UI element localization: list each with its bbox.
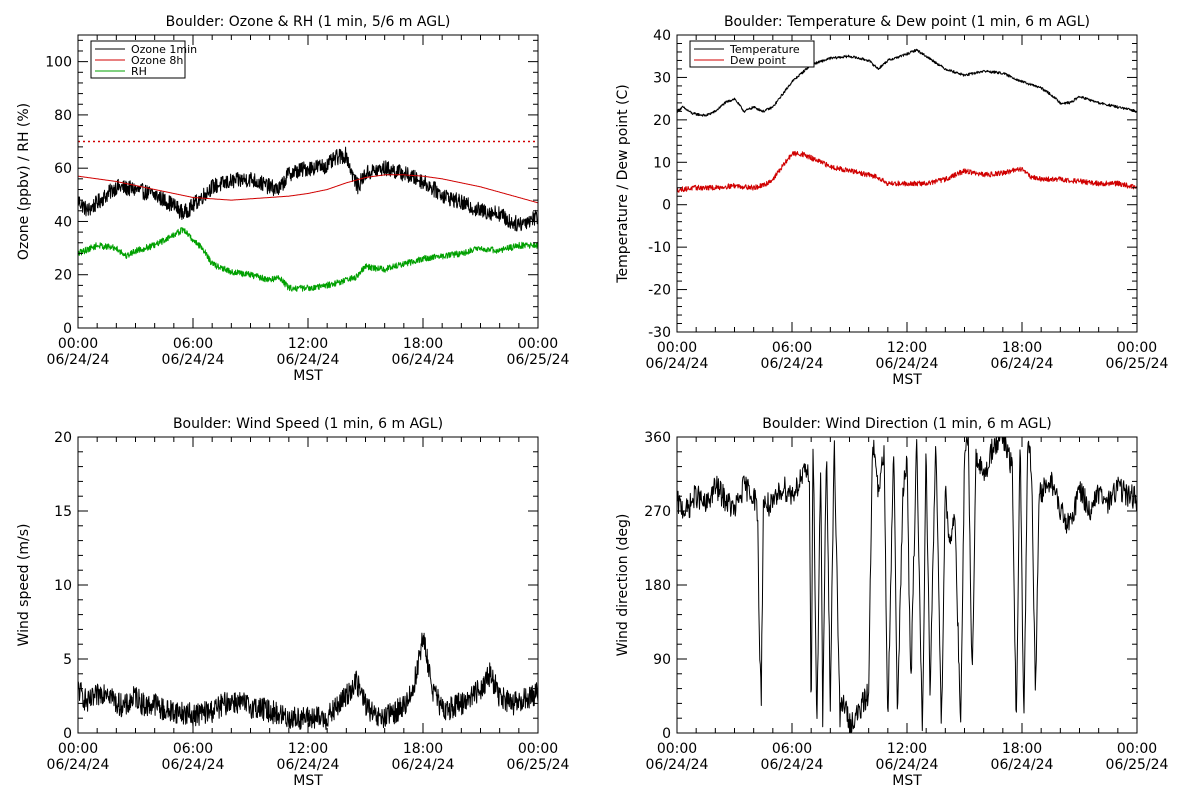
x-tick-time: 00:00 <box>518 336 558 352</box>
y-axis-label: Wind direction (deg) <box>615 514 631 657</box>
x-tick-date: 06/24/24 <box>392 757 455 773</box>
series-line-rh <box>77 227 539 292</box>
x-tick-date: 06/25/24 <box>1106 356 1169 372</box>
legend-entry: Ozone 8h <box>131 54 183 67</box>
x-tick-time: 18:00 <box>1002 741 1042 757</box>
x-tick-time: 06:00 <box>772 340 812 356</box>
y-tick-label: 20 <box>653 113 671 129</box>
x-tick-time: 18:00 <box>403 336 443 352</box>
x-tick-date: 06/24/24 <box>991 757 1054 773</box>
series-line-data <box>676 436 1138 734</box>
x-tick-time: 12:00 <box>887 741 927 757</box>
x-tick-time: 12:00 <box>288 336 328 352</box>
x-tick-time: 18:00 <box>403 741 443 757</box>
x-tick-date: 06/24/24 <box>646 356 709 372</box>
y-tick-label: 80 <box>54 108 72 124</box>
x-tick-date: 06/24/24 <box>162 757 225 773</box>
chart-title: Boulder: Wind Direction (1 min, 6 m AGL) <box>762 416 1051 432</box>
x-axis-label: MST <box>293 773 323 789</box>
x-tick-date: 06/24/24 <box>761 356 824 372</box>
series-line-ozone-1min <box>77 146 539 232</box>
y-tick-label: 20 <box>54 430 72 446</box>
x-tick-date: 06/24/24 <box>876 356 939 372</box>
x-tick-date: 06/25/24 <box>1106 757 1169 773</box>
y-tick-label: 40 <box>653 28 671 44</box>
y-tick-label: 5 <box>63 652 72 668</box>
x-tick-date: 06/24/24 <box>277 352 340 368</box>
legend-entry: Dew point <box>730 54 786 67</box>
chart-title: Boulder: Temperature & Dew point (1 min,… <box>724 14 1090 30</box>
chart-panel-1: Boulder: Ozone & RH (1 min, 5/6 m AGL) 0 2… <box>16 14 570 384</box>
chart-title: Boulder: Wind Speed (1 min, 6 m AGL) <box>173 416 443 432</box>
y-tick-label: 0 <box>662 198 671 214</box>
x-tick-date: 06/24/24 <box>991 356 1054 372</box>
x-axis-label: MST <box>892 372 922 388</box>
x-tick-time: 06:00 <box>173 741 213 757</box>
chart-panel-3: Boulder: Wind Speed (1 min, 6 m AGL) 0 5 10… <box>16 416 570 789</box>
series-line-data <box>77 632 539 730</box>
series-line-dew-point <box>676 150 1138 193</box>
chart-panel-4: Boulder: Wind Direction (1 min, 6 m AGL)… <box>615 416 1169 789</box>
x-axis-label: MST <box>293 368 323 384</box>
y-tick-label: 360 <box>644 430 671 446</box>
x-tick-time: 12:00 <box>887 340 927 356</box>
plot-frame <box>77 34 539 329</box>
series-line-temperature <box>676 48 1138 117</box>
series-line-ozone-8h <box>77 174 539 204</box>
y-tick-label: 0 <box>662 726 671 742</box>
x-tick-time: 00:00 <box>518 741 558 757</box>
x-tick-date: 06/24/24 <box>646 757 709 773</box>
x-tick-time: 00:00 <box>657 340 697 356</box>
y-tick-label: 0 <box>63 726 72 742</box>
y-axis-label: Temperature / Dew point (C) <box>615 84 631 283</box>
x-tick-time: 00:00 <box>1117 741 1157 757</box>
y-tick-label: -20 <box>648 283 671 299</box>
y-tick-label: 10 <box>653 155 671 171</box>
y-tick-label: 30 <box>653 70 671 86</box>
x-tick-date: 06/24/24 <box>47 757 110 773</box>
y-tick-label: 10 <box>54 578 72 594</box>
y-tick-label: 180 <box>644 578 671 594</box>
x-tick-date: 06/24/24 <box>876 757 939 773</box>
y-tick-label: 100 <box>45 55 72 71</box>
x-axis-label: MST <box>892 773 922 789</box>
x-tick-date: 06/24/24 <box>277 757 340 773</box>
y-tick-label: 20 <box>54 268 72 284</box>
x-tick-date: 06/25/24 <box>507 352 570 368</box>
y-tick-label: 90 <box>653 652 671 668</box>
x-tick-time: 00:00 <box>58 741 98 757</box>
y-axis-label: Ozone (ppbv) / RH (%) <box>16 103 32 260</box>
x-tick-date: 06/25/24 <box>507 757 570 773</box>
legend-entry: Temperature <box>729 43 800 56</box>
x-tick-time: 06:00 <box>772 741 812 757</box>
x-tick-time: 00:00 <box>657 741 697 757</box>
y-tick-label: 0 <box>63 321 72 337</box>
y-tick-label: 270 <box>644 504 671 520</box>
y-tick-label: -10 <box>648 240 671 256</box>
x-tick-date: 06/24/24 <box>47 352 110 368</box>
plot-frame <box>77 436 539 734</box>
y-tick-label: 60 <box>54 161 72 177</box>
chart-panel-2: Boulder: Temperature & Dew point (1 min,… <box>615 14 1169 388</box>
y-tick-label: -30 <box>648 325 671 341</box>
x-tick-time: 12:00 <box>288 741 328 757</box>
x-tick-time: 06:00 <box>173 336 213 352</box>
chart-title: Boulder: Ozone & RH (1 min, 5/6 m AGL) <box>166 14 451 30</box>
y-tick-label: 40 <box>54 214 72 230</box>
x-tick-date: 06/24/24 <box>761 757 824 773</box>
x-tick-time: 00:00 <box>1117 340 1157 356</box>
x-tick-date: 06/24/24 <box>392 352 455 368</box>
legend-entry: RH <box>131 65 147 78</box>
x-tick-time: 18:00 <box>1002 340 1042 356</box>
legend-box <box>689 40 815 68</box>
legend-entry: Ozone 1min <box>131 43 197 56</box>
x-tick-date: 06/24/24 <box>162 352 225 368</box>
y-axis-label: Wind speed (m/s) <box>16 524 32 647</box>
x-tick-time: 00:00 <box>58 336 98 352</box>
y-tick-label: 15 <box>54 504 72 520</box>
